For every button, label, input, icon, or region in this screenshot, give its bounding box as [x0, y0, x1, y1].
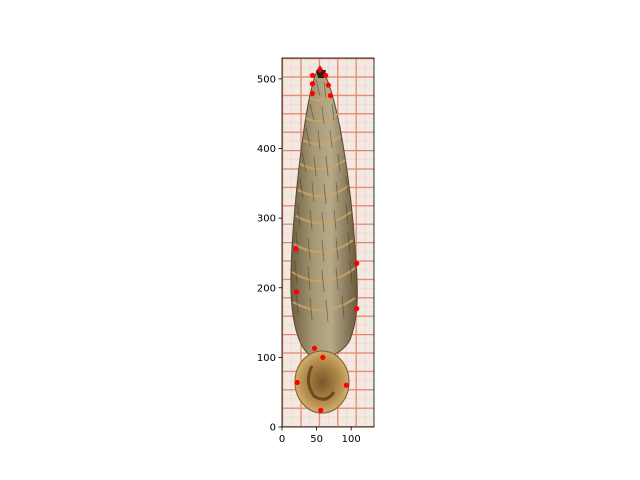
y-axis: 0 100 200 300 400 500: [257, 74, 282, 434]
scatter-point: [325, 82, 331, 88]
scatter-point: [311, 345, 318, 351]
y-tick-label: 400: [257, 144, 276, 155]
scatter-point: [293, 289, 300, 295]
scatter-point: [354, 306, 360, 312]
landmark-points: [293, 67, 360, 413]
scatter-point: [294, 379, 300, 386]
x-tick-label: 50: [310, 434, 323, 445]
y-tick-label: 500: [257, 74, 276, 85]
scatter-point: [309, 72, 316, 79]
scatter-point: [318, 407, 324, 413]
scatter-point: [322, 72, 329, 79]
scatter-point: [309, 81, 316, 87]
y-tick-label: 0: [270, 423, 276, 434]
axes-frame: [281, 57, 375, 428]
scatter-point: [343, 382, 349, 388]
scatter-point: [317, 67, 323, 73]
y-tick-label: 200: [257, 283, 276, 294]
x-tick-label: 0: [279, 434, 285, 445]
scatter-point: [354, 260, 360, 266]
scatter-point: [320, 354, 326, 360]
specimen-photo: [282, 58, 374, 427]
shell-ribs: [294, 79, 353, 323]
scatter-point: [293, 246, 299, 252]
x-axis: 0 50 100: [279, 427, 361, 445]
x-tick-label: 100: [342, 434, 361, 445]
aperture-columella: [307, 365, 336, 401]
y-tick-label: 100: [257, 353, 276, 364]
y-tick-label: 300: [257, 214, 276, 225]
shell-aperture: [294, 350, 350, 414]
scatter-point: [327, 92, 334, 99]
scatter-point: [309, 90, 316, 97]
